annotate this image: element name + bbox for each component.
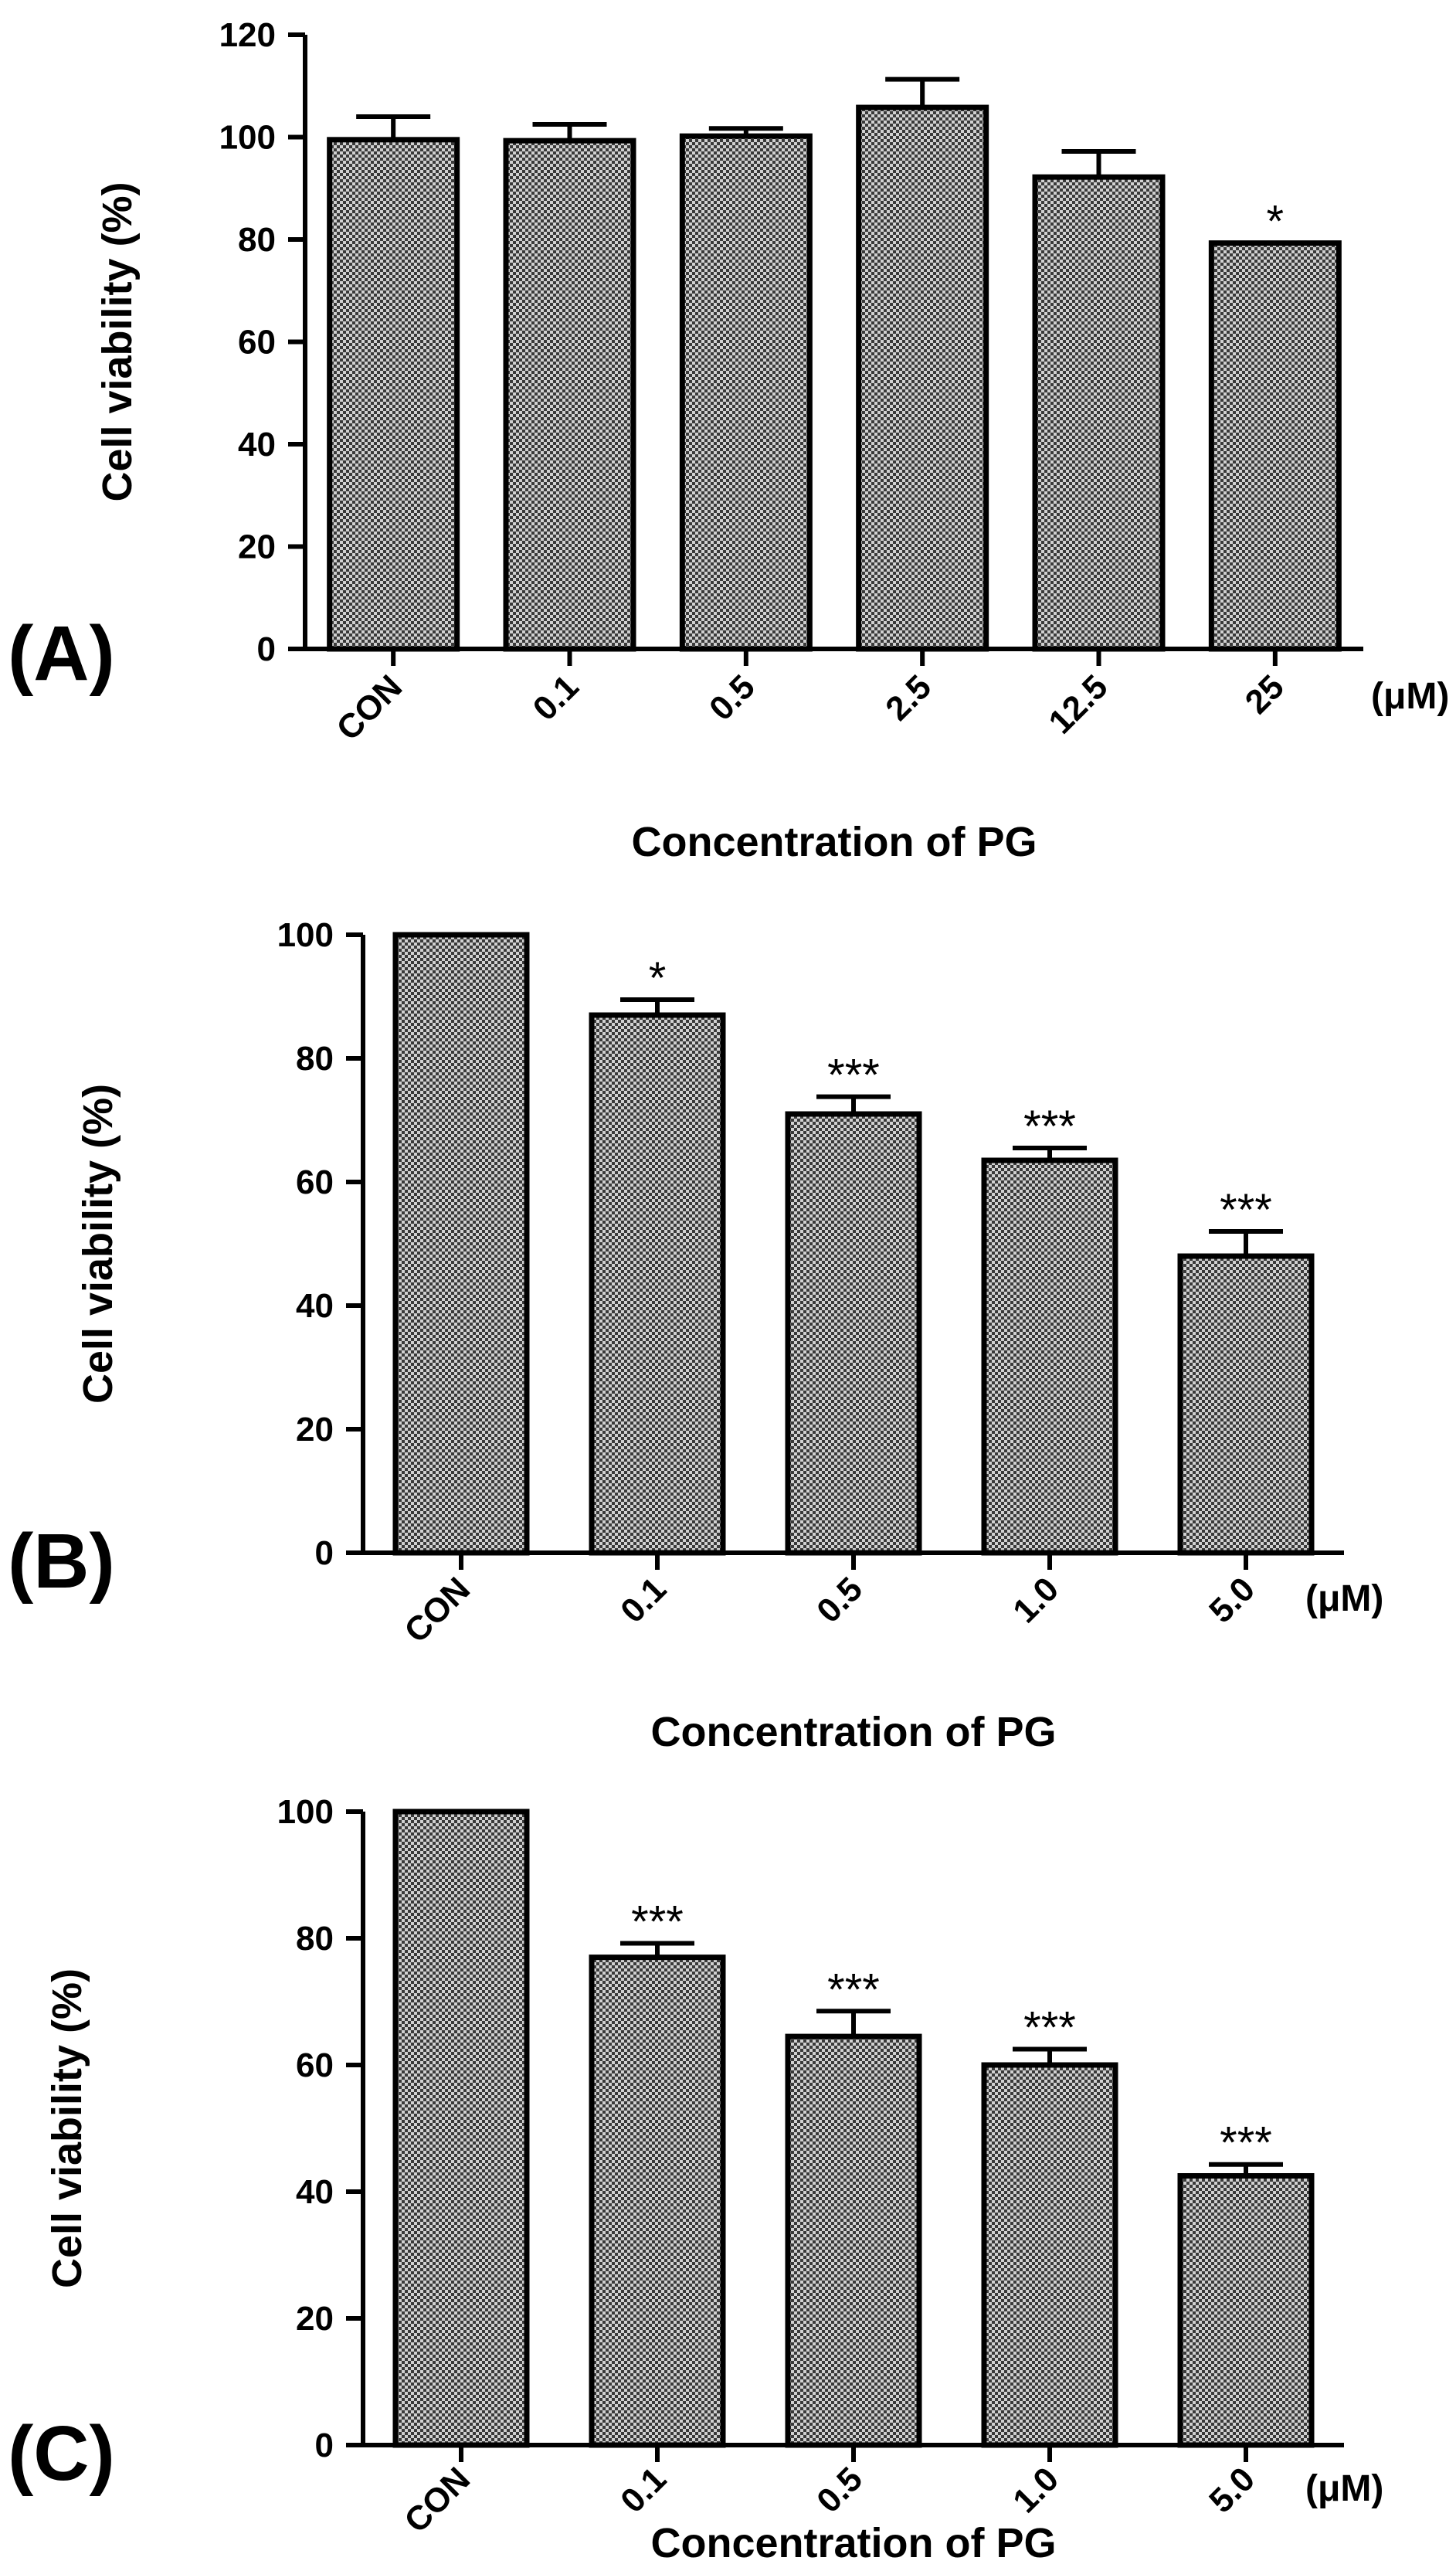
y-axis-title: Cell viability (%): [44, 1968, 90, 2288]
y-tick-label: 0: [315, 2427, 334, 2464]
significance-label: ***: [631, 1897, 684, 1948]
significance-label: ***: [827, 1051, 880, 1101]
y-tick-label: 100: [277, 916, 334, 954]
category-label: 0.1: [526, 667, 586, 728]
y-tick-label: 0: [257, 630, 276, 668]
y-tick-label: 40: [296, 2173, 334, 2211]
significance-label: ***: [1220, 1185, 1272, 1235]
category-label: 25: [1238, 667, 1291, 721]
chart-panel-c: 0 20 40 60 80 100 CON *** 0.1 *** 0.5 *** 1.0 *** 5.0 (…: [8, 1793, 1383, 2566]
bar: [589, 1955, 726, 2448]
x-axis-title: Concentration of PG: [632, 819, 1037, 865]
unit-label: (μM): [1371, 676, 1449, 717]
y-tick-label: 60: [296, 2046, 334, 2084]
y-tick-label: 40: [296, 1287, 334, 1325]
y-tick-label: 100: [219, 119, 276, 157]
category-label: 0.5: [702, 667, 762, 728]
panel-label: (A): [8, 610, 115, 697]
x-axis-title: Concentration of PG: [651, 1709, 1057, 1755]
y-tick-label: 20: [238, 528, 276, 566]
y-tick-label: 20: [296, 1411, 334, 1449]
bar: [1032, 174, 1166, 652]
y-tick-label: 120: [219, 16, 276, 54]
significance-label: *: [1267, 197, 1285, 247]
y-tick-label: 80: [296, 1920, 334, 1958]
bar: [589, 1012, 726, 1556]
significance-label: *: [649, 953, 667, 1004]
chart-panel-a: 0 20 40 60 80 100 120 CON 0.1 0.5 2.5 12.5 * 25 (μM) Ce…: [8, 16, 1449, 865]
bar: [981, 2062, 1118, 2448]
bar: [392, 932, 530, 1556]
y-tick-label: 40: [238, 426, 276, 464]
panel-label: (B): [8, 1518, 115, 1605]
unit-label: (μM): [1305, 2468, 1383, 2509]
bar: [1177, 2173, 1315, 2448]
bar: [856, 104, 989, 652]
chart-panel-b: 0 20 40 60 80 100 CON * 0.1 *** 0.5 *** 1.0 *** 5.0 (μM…: [8, 916, 1383, 1755]
y-tick-label: 100: [277, 1793, 334, 1831]
category-label: 1.0: [1006, 2460, 1066, 2520]
bar: [981, 1157, 1118, 1556]
bar: [1208, 240, 1342, 652]
y-tick-label: 20: [296, 2300, 334, 2338]
category-label: 5.0: [1202, 1570, 1262, 1630]
significance-label: ***: [1220, 2118, 1272, 2169]
category-label: 5.0: [1202, 2460, 1262, 2520]
y-tick-label: 60: [238, 324, 276, 362]
category-label: CON: [397, 1570, 477, 1650]
bar: [785, 2033, 922, 2448]
bar: [785, 1111, 922, 1556]
y-tick-label: 80: [238, 221, 276, 259]
bar: [327, 137, 460, 652]
bar: [679, 133, 813, 652]
y-axis-title: Cell viability (%): [94, 182, 141, 501]
category-label: 2.5: [878, 667, 938, 728]
category-label: 0.1: [613, 1570, 674, 1630]
bar: [503, 138, 636, 652]
category-label: CON: [329, 667, 409, 748]
significance-label: ***: [1023, 1102, 1076, 1152]
x-axis-title: Concentration of PG: [651, 2520, 1057, 2566]
y-axis-title: Cell viability (%): [75, 1084, 121, 1404]
category-label: 12.5: [1041, 667, 1115, 741]
significance-label: ***: [1023, 2003, 1076, 2053]
bar: [1177, 1253, 1315, 1556]
category-label: 1.0: [1006, 1570, 1066, 1630]
category-label: 0.1: [613, 2460, 674, 2520]
bar: [392, 1809, 530, 2448]
y-tick-label: 60: [296, 1163, 334, 1201]
y-tick-label: 80: [296, 1040, 334, 1078]
y-tick-label: 0: [315, 1534, 334, 1572]
category-label: 0.5: [809, 1570, 870, 1630]
category-label: CON: [397, 2460, 477, 2540]
significance-label: ***: [827, 1965, 880, 2015]
unit-label: (μM): [1305, 1578, 1383, 1619]
category-label: 0.5: [809, 2460, 870, 2520]
panel-label: (C): [8, 2410, 115, 2497]
